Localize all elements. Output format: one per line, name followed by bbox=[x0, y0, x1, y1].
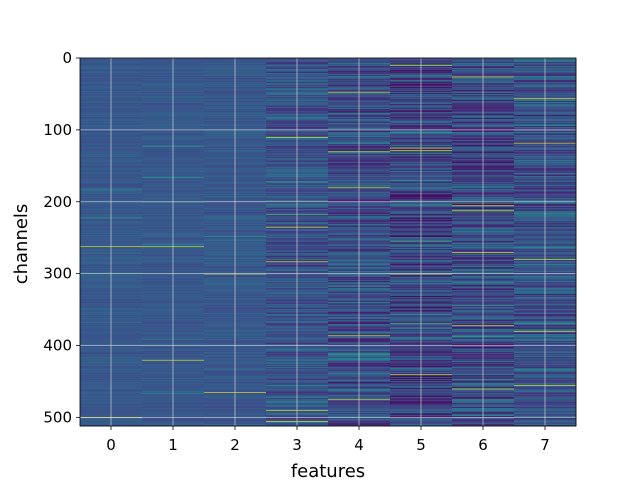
y-tick-label: 0 bbox=[62, 49, 72, 67]
x-tick-label: 3 bbox=[292, 436, 302, 454]
x-axis-ticks: 0 1 2 3 4 5 6 7 bbox=[106, 426, 550, 454]
y-tick-label: 100 bbox=[43, 121, 72, 139]
x-tick-label: 6 bbox=[478, 436, 488, 454]
x-tick-label: 4 bbox=[354, 436, 364, 454]
x-tick-label: 1 bbox=[168, 436, 178, 454]
x-tick-label: 0 bbox=[106, 436, 116, 454]
plot-frame bbox=[79, 57, 577, 427]
y-tick-label: 300 bbox=[43, 265, 72, 283]
y-tick-label: 500 bbox=[43, 408, 72, 426]
x-axis-label: features bbox=[291, 461, 365, 480]
heatmap-plot-area bbox=[79, 57, 577, 427]
x-tick-label: 7 bbox=[540, 436, 550, 454]
y-axis-ticks: 0 100 200 300 400 500 bbox=[43, 49, 80, 426]
y-tick-label: 200 bbox=[43, 193, 72, 211]
y-tick-label: 400 bbox=[43, 337, 72, 355]
x-tick-label: 5 bbox=[416, 436, 426, 454]
y-axis-label: channels bbox=[11, 204, 32, 285]
heatmap-cells bbox=[80, 58, 577, 427]
grid-lines bbox=[80, 57, 576, 426]
x-tick-label: 2 bbox=[230, 436, 240, 454]
